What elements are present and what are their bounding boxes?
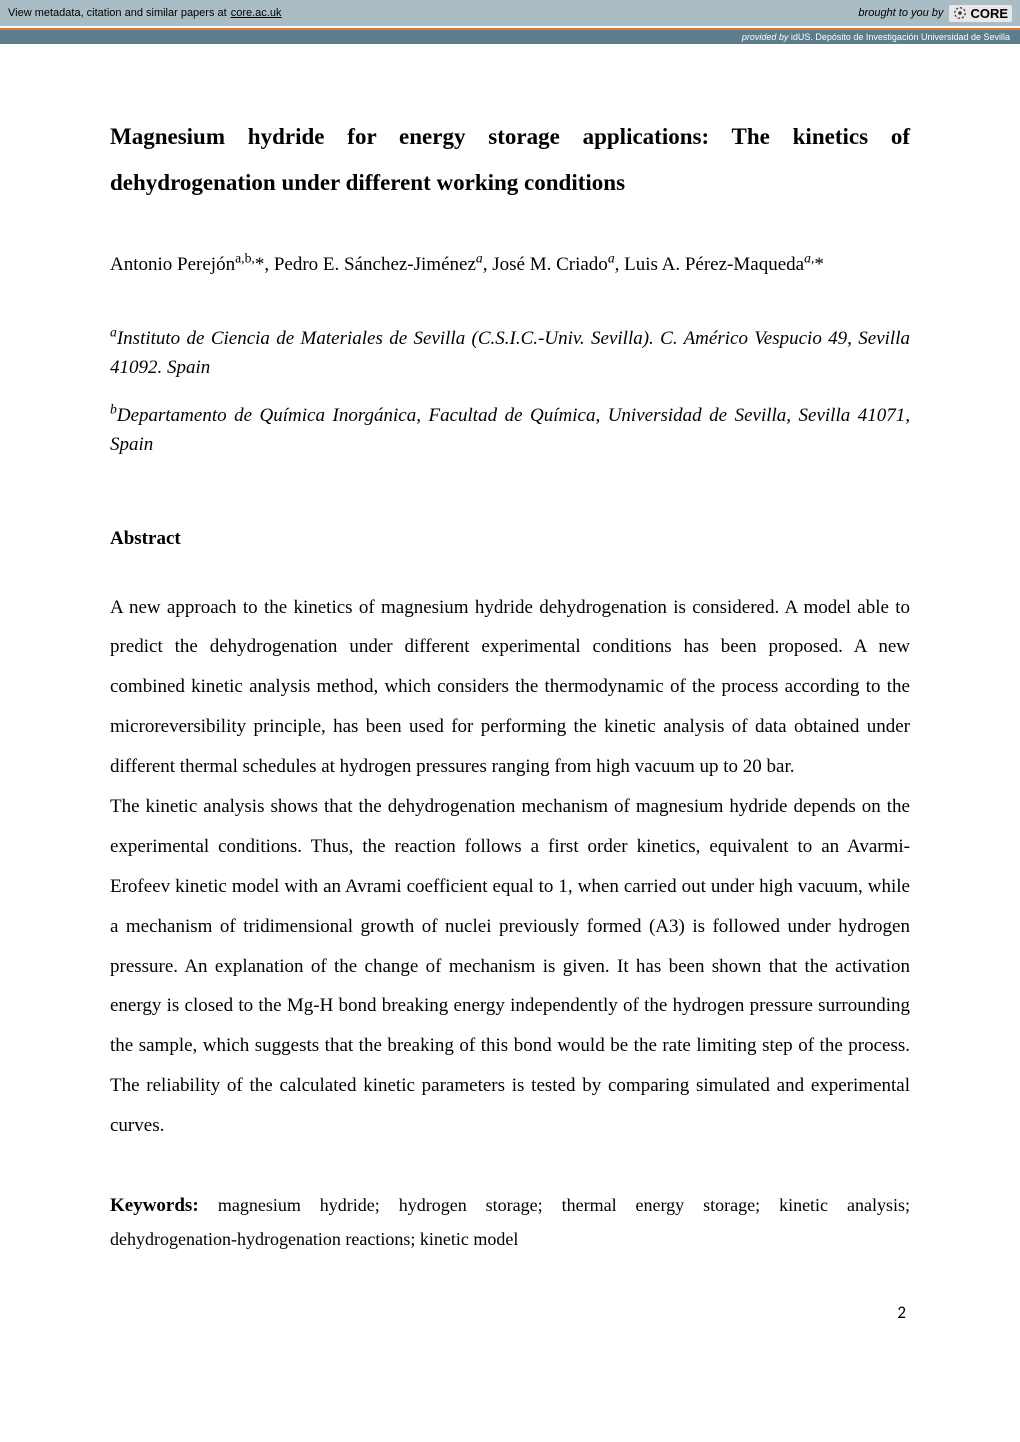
- banner-right: brought to you by CORE: [858, 5, 1012, 22]
- banner-left: View metadata, citation and similar pape…: [8, 7, 281, 19]
- paper-title: Magnesium hydride for energy storage app…: [110, 114, 910, 206]
- author-4: , Luis A. Pérez-Maqueda: [615, 254, 804, 275]
- affil-a-text: Instituto de Ciencia de Materiales de Se…: [110, 328, 910, 378]
- author-4-star: *: [814, 254, 824, 275]
- author-1-sup: a,b,: [235, 251, 255, 266]
- core-logo[interactable]: CORE: [949, 5, 1012, 22]
- affil-a-sup: a: [110, 324, 117, 339]
- author-3: , José M. Criado: [483, 254, 608, 275]
- affil-b-text: Departamento de Química Inorgánica, Facu…: [110, 405, 910, 455]
- core-banner: View metadata, citation and similar pape…: [0, 0, 1020, 26]
- keywords: Keywords: magnesium hydride; hydrogen st…: [110, 1188, 910, 1256]
- author-2-sup: a: [476, 251, 483, 266]
- author-3-sup: a: [608, 251, 615, 266]
- core-link[interactable]: core.ac.uk: [231, 7, 282, 19]
- author-2: , Pedro E. Sánchez-Jiménez: [264, 254, 476, 275]
- abstract-heading: Abstract: [110, 528, 910, 550]
- abstract-p2: The kinetic analysis shows that the dehy…: [110, 796, 910, 1136]
- affiliation-b: bDepartamento de Química Inorgánica, Fac…: [110, 401, 910, 460]
- page-number: 2: [110, 1302, 910, 1323]
- provided-bar: provided by idUS. Depósito de Investigac…: [0, 30, 1020, 44]
- core-icon: [953, 6, 967, 20]
- core-brand-text: CORE: [970, 6, 1008, 21]
- abstract-p1: A new approach to the kinetics of magnes…: [110, 597, 910, 778]
- affil-b-sup: b: [110, 401, 117, 416]
- brought-text: brought to you by: [858, 7, 943, 19]
- abstract-body: A new approach to the kinetics of magnes…: [110, 588, 910, 1146]
- author-1-star: *: [255, 254, 265, 275]
- author-1: Antonio Perejón: [110, 254, 235, 275]
- keywords-label: Keywords:: [110, 1195, 218, 1216]
- provided-label: provided by: [742, 32, 789, 42]
- provided-source: idUS. Depósito de Investigación Universi…: [788, 32, 1010, 42]
- page-body: Magnesium hydride for energy storage app…: [0, 44, 1020, 1363]
- banner-left-text: View metadata, citation and similar pape…: [8, 7, 227, 19]
- author-4-sup: a,: [804, 251, 814, 266]
- affiliation-a: aInstituto de Ciencia de Materiales de S…: [110, 324, 910, 383]
- keywords-text: magnesium hydride; hydrogen storage; the…: [110, 1195, 910, 1249]
- author-line: Antonio Perejóna,b,*, Pedro E. Sánchez-J…: [110, 244, 910, 286]
